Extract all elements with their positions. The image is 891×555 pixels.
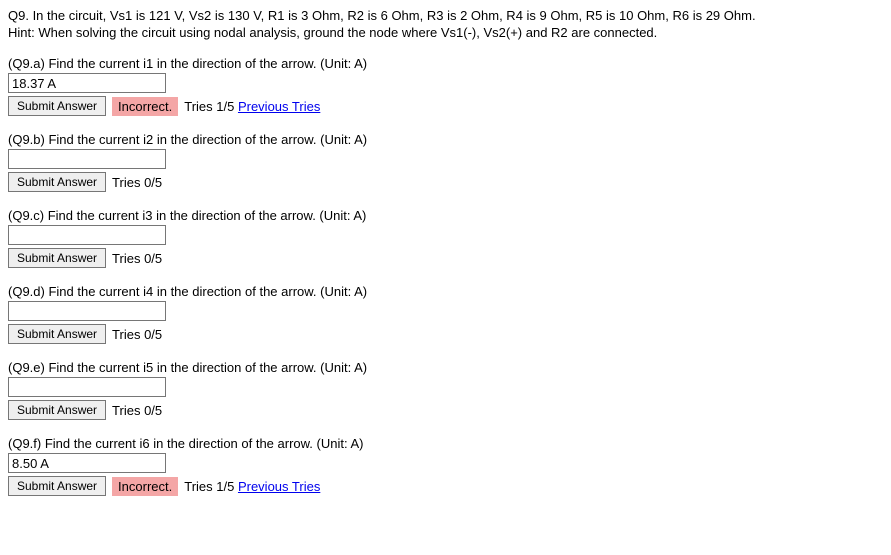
tries-count: Tries 1/5 [184, 99, 234, 114]
feedback-badge: Incorrect. [112, 97, 178, 116]
submit-row: Submit Answer Tries 0/5 [8, 172, 883, 192]
question-block-d: (Q9.d) Find the current i4 in the direct… [8, 284, 883, 344]
previous-tries-link[interactable]: Previous Tries [238, 99, 320, 114]
feedback-badge: Incorrect. [112, 477, 178, 496]
answer-input-a[interactable] [8, 73, 166, 93]
tries-text: Tries 0/5 [112, 251, 162, 266]
submit-row: Submit Answer Tries 0/5 [8, 324, 883, 344]
previous-tries-link[interactable]: Previous Tries [238, 479, 320, 494]
submit-row: Submit Answer Incorrect. Tries 1/5 Previ… [8, 476, 883, 496]
answer-input-f[interactable] [8, 453, 166, 473]
tries-text: Tries 1/5 Previous Tries [184, 479, 320, 494]
answer-input-c[interactable] [8, 225, 166, 245]
submit-row: Submit Answer Tries 0/5 [8, 400, 883, 420]
question-prompt: (Q9.e) Find the current i5 in the direct… [8, 360, 883, 375]
submit-row: Submit Answer Incorrect. Tries 1/5 Previ… [8, 96, 883, 116]
question-block-b: (Q9.b) Find the current i2 in the direct… [8, 132, 883, 192]
question-block-a: (Q9.a) Find the current i1 in the direct… [8, 56, 883, 116]
problem-statement: Q9. In the circuit, Vs1 is 121 V, Vs2 is… [8, 8, 883, 23]
submit-button[interactable]: Submit Answer [8, 400, 106, 420]
question-prompt: (Q9.a) Find the current i1 in the direct… [8, 56, 883, 71]
question-block-e: (Q9.e) Find the current i5 in the direct… [8, 360, 883, 420]
question-prompt: (Q9.f) Find the current i6 in the direct… [8, 436, 883, 451]
question-prompt: (Q9.c) Find the current i3 in the direct… [8, 208, 883, 223]
question-block-f: (Q9.f) Find the current i6 in the direct… [8, 436, 883, 496]
submit-button[interactable]: Submit Answer [8, 324, 106, 344]
submit-button[interactable]: Submit Answer [8, 476, 106, 496]
answer-input-d[interactable] [8, 301, 166, 321]
question-prompt: (Q9.d) Find the current i4 in the direct… [8, 284, 883, 299]
tries-text: Tries 0/5 [112, 175, 162, 190]
submit-row: Submit Answer Tries 0/5 [8, 248, 883, 268]
tries-count: Tries 1/5 [184, 479, 234, 494]
submit-button[interactable]: Submit Answer [8, 172, 106, 192]
answer-input-b[interactable] [8, 149, 166, 169]
question-prompt: (Q9.b) Find the current i2 in the direct… [8, 132, 883, 147]
tries-text: Tries 1/5 Previous Tries [184, 99, 320, 114]
problem-hint: Hint: When solving the circuit using nod… [8, 25, 883, 40]
tries-text: Tries 0/5 [112, 403, 162, 418]
submit-button[interactable]: Submit Answer [8, 96, 106, 116]
tries-text: Tries 0/5 [112, 327, 162, 342]
submit-button[interactable]: Submit Answer [8, 248, 106, 268]
answer-input-e[interactable] [8, 377, 166, 397]
question-block-c: (Q9.c) Find the current i3 in the direct… [8, 208, 883, 268]
